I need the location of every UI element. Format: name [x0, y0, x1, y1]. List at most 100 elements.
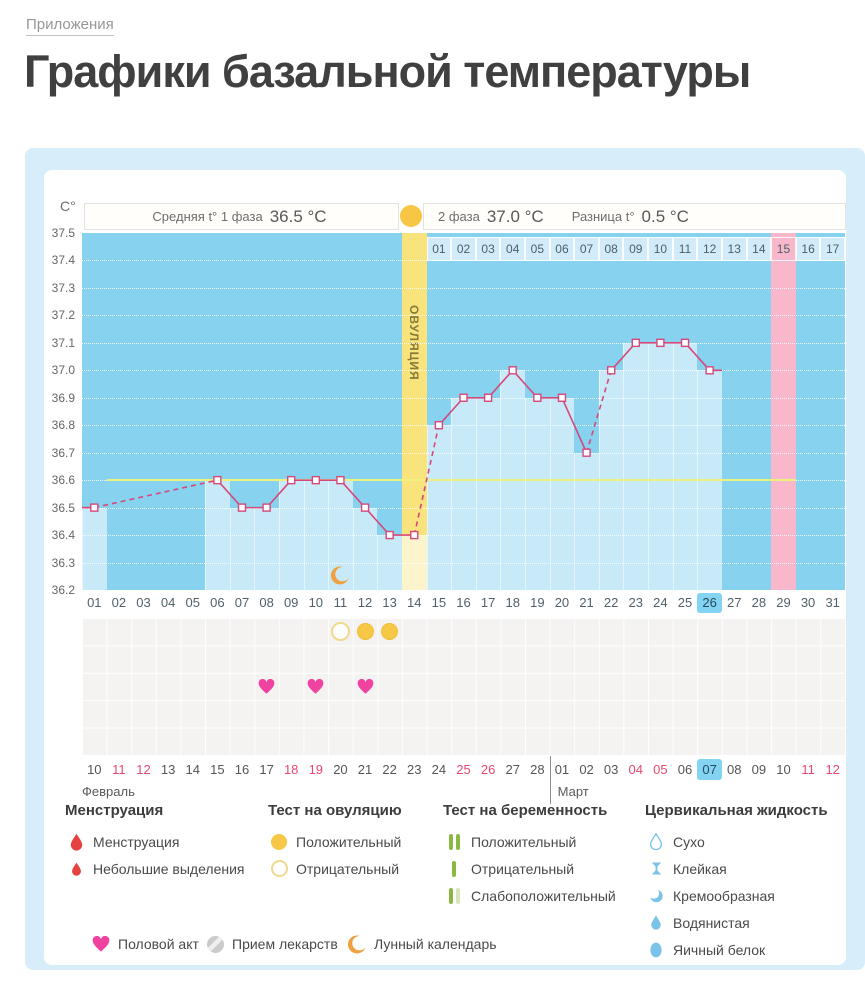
day-label[interactable]: 14: [407, 595, 422, 610]
date-label[interactable]: 08: [726, 762, 742, 777]
date-label[interactable]: 19: [308, 762, 324, 777]
phase2-day-cell: 13: [721, 237, 747, 261]
day-column[interactable]: [648, 342, 673, 590]
date-label[interactable]: 22: [382, 762, 397, 777]
phase2-day-cell: 17: [820, 237, 845, 261]
day-label[interactable]: 30: [800, 595, 816, 610]
date-label[interactable]: 27: [505, 762, 520, 777]
day-label[interactable]: 31: [825, 595, 840, 610]
day-label[interactable]: 07: [234, 595, 250, 610]
day-column[interactable]: [82, 507, 107, 590]
date-label[interactable]: 06: [677, 762, 693, 777]
y-axis: 37.5 37.4 37.3 37.2 37.1 37.0 36.9 36.8 36.7 36.6…: [44, 226, 78, 597]
marker-grid[interactable]: [82, 618, 845, 755]
moon-icon[interactable]: [330, 565, 350, 590]
date-label[interactable]: 18: [283, 762, 299, 777]
day-label[interactable]: 22: [603, 595, 619, 610]
day-label[interactable]: 27: [726, 595, 742, 610]
day-label[interactable]: 04: [160, 595, 176, 610]
day-label[interactable]: 12: [357, 595, 373, 610]
day-label[interactable]: 25: [677, 595, 693, 610]
day-label[interactable]: 16: [456, 595, 471, 610]
day-label[interactable]: 05: [185, 595, 200, 610]
date-label[interactable]: 10: [87, 762, 102, 777]
legend-column: Тест на овуляцию Положительный Отрицател…: [268, 802, 402, 882]
day-column[interactable]: [451, 397, 476, 590]
circle-filled-icon: [268, 833, 290, 850]
day-label[interactable]: 06: [210, 595, 225, 610]
month-february-label: Февраль: [82, 784, 135, 799]
day-label[interactable]: 18: [505, 595, 520, 610]
date-label[interactable]: 04: [628, 762, 643, 777]
day-label[interactable]: 21: [579, 595, 594, 610]
day-label[interactable]: 01: [87, 595, 102, 610]
page-title: Графики базальной температуры: [24, 46, 751, 97]
day-label[interactable]: 10: [308, 595, 324, 610]
gridline: [82, 315, 845, 317]
date-label[interactable]: 26: [480, 762, 496, 777]
date-label[interactable]: 13: [160, 762, 176, 777]
date-label[interactable]: 15: [210, 762, 225, 777]
intercourse-heart-icon[interactable]: [307, 678, 324, 699]
day-column[interactable]: [475, 397, 501, 590]
intercourse-heart-icon[interactable]: [258, 678, 275, 699]
date-label[interactable]: 01: [554, 762, 570, 777]
date-label[interactable]: 11: [801, 762, 815, 777]
day-label[interactable]: 15: [431, 595, 447, 610]
date-label[interactable]: 17: [259, 762, 274, 777]
y-tick-label: 37.1: [51, 335, 75, 350]
day-label[interactable]: 29: [776, 595, 791, 610]
gridline: [82, 370, 845, 372]
day-label[interactable]: 17: [480, 595, 496, 610]
day-column[interactable]: [672, 342, 698, 590]
date-label[interactable]: 10: [776, 762, 791, 777]
y-tick-label: 37.3: [51, 280, 75, 295]
date-label[interactable]: 21: [357, 762, 373, 777]
day-column[interactable]: [623, 342, 649, 590]
day-column[interactable]: [525, 397, 550, 590]
day-label[interactable]: 28: [751, 595, 767, 610]
date-label[interactable]: 07: [697, 759, 722, 780]
legend-item-label: Водянистая: [673, 914, 750, 931]
date-label[interactable]: 23: [407, 762, 422, 777]
date-label[interactable]: 11: [112, 762, 126, 777]
day-column[interactable]: [574, 452, 599, 590]
date-label[interactable]: 03: [603, 762, 619, 777]
date-label[interactable]: 28: [530, 762, 545, 777]
day-label[interactable]: 13: [382, 595, 397, 610]
day-column[interactable]: [352, 507, 378, 590]
ovulation-test-positive-icon[interactable]: [381, 623, 399, 641]
day-label[interactable]: 24: [653, 595, 668, 610]
phase2-day-cell: 12: [697, 237, 722, 261]
date-label[interactable]: 05: [653, 762, 668, 777]
day-column[interactable]: [549, 397, 575, 590]
date-label[interactable]: 20: [333, 762, 348, 777]
breadcrumb-link[interactable]: Приложения: [26, 16, 114, 36]
day-label[interactable]: 23: [628, 595, 643, 610]
date-label[interactable]: 25: [456, 762, 471, 777]
day-column[interactable]: [254, 507, 279, 590]
day-label[interactable]: 20: [554, 595, 570, 610]
day-label[interactable]: 26: [697, 593, 722, 613]
date-label[interactable]: 14: [185, 762, 200, 777]
legend-item: Половой акт: [90, 928, 199, 960]
day-label[interactable]: 08: [259, 595, 274, 610]
date-label[interactable]: 24: [431, 762, 447, 777]
day-label[interactable]: 03: [136, 595, 151, 610]
date-label[interactable]: 16: [234, 762, 250, 777]
plot-area[interactable]: ОВУЛЯЦИЯ 01 02 03 04 05 06 07 08 09 10 11 12 13 14 15 16…: [82, 233, 845, 590]
day-label[interactable]: 09: [283, 595, 299, 610]
date-label[interactable]: 12: [136, 762, 151, 777]
date-label[interactable]: 09: [751, 762, 767, 777]
day-column[interactable]: [229, 507, 255, 590]
ovulation-test-positive-icon[interactable]: [356, 623, 374, 641]
date-label[interactable]: 02: [579, 762, 594, 777]
intercourse-heart-icon[interactable]: [357, 678, 374, 699]
date-label[interactable]: 12: [825, 762, 840, 777]
ovulation-test-negative-icon[interactable]: [330, 622, 350, 642]
day-label[interactable]: 19: [530, 595, 545, 610]
bars-weak-icon: [443, 887, 465, 904]
day-label[interactable]: 11: [333, 595, 348, 610]
day-label[interactable]: 02: [111, 595, 127, 610]
